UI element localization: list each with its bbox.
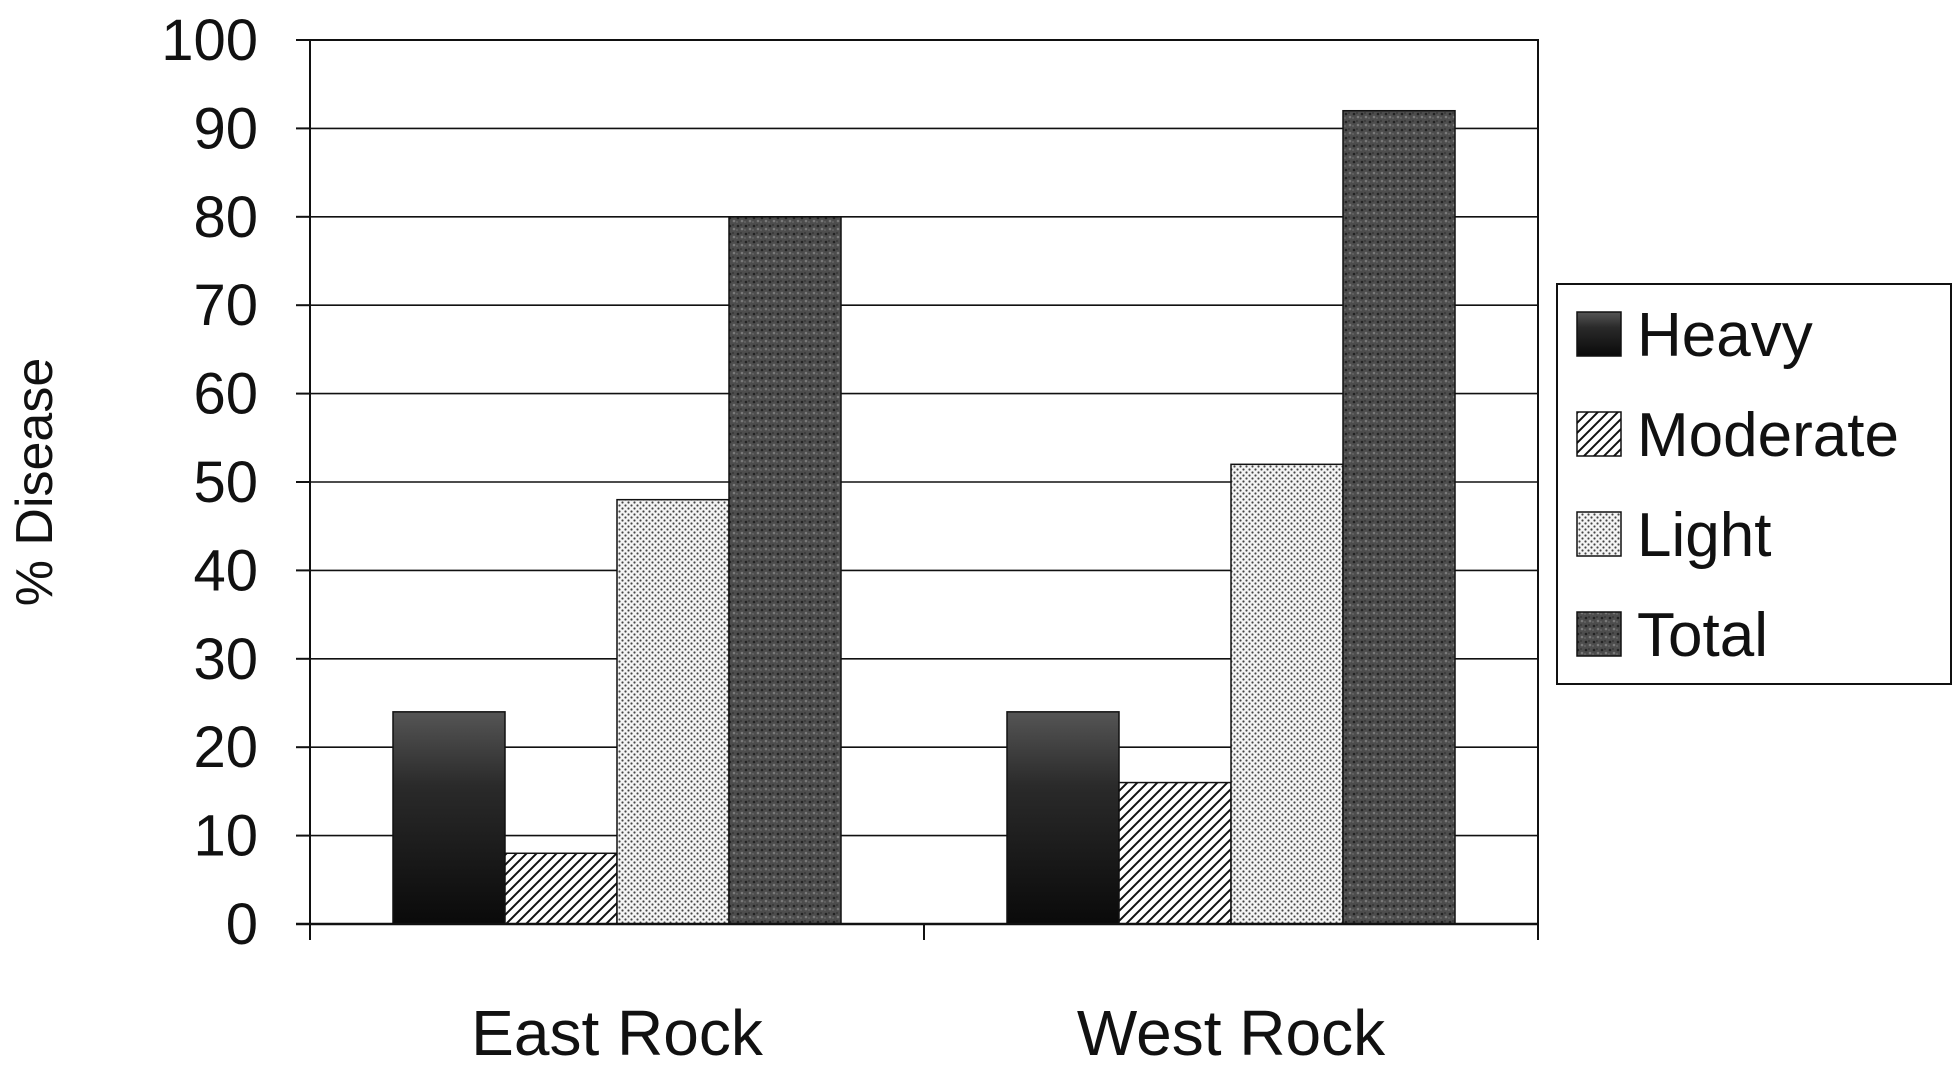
bar-light-0 — [616, 498, 730, 925]
legend-label-moderate: Moderate — [1637, 401, 1899, 470]
y-tick-label: 80 — [193, 185, 258, 250]
y-tick-label: 60 — [193, 362, 258, 427]
y-tick-label: 100 — [161, 8, 258, 73]
legend: Heavy Moderate Light Total — [1556, 283, 1952, 685]
y-tick-label: 70 — [193, 273, 258, 338]
bar-total-1 — [1342, 109, 1456, 925]
bar-moderate-1 — [1118, 781, 1232, 925]
y-axis-label: % Disease — [6, 358, 64, 607]
bar-heavy-0 — [392, 711, 506, 925]
y-tick-label: 10 — [193, 804, 258, 869]
legend-swatch-heavy — [1576, 311, 1622, 357]
y-tick-label: 20 — [193, 715, 258, 780]
x-category-label: West Rock — [1077, 997, 1386, 1063]
legend-box — [1556, 283, 1952, 685]
legend-swatch-total — [1576, 611, 1622, 657]
y-tick-label: 90 — [193, 96, 258, 161]
legend-label-light: Light — [1637, 501, 1771, 570]
y-tick-label: 50 — [193, 450, 258, 515]
bar-light-1 — [1230, 463, 1344, 925]
bars-layer — [392, 109, 1456, 925]
bar-heavy-1 — [1006, 711, 1120, 925]
bar-moderate-0 — [504, 852, 618, 925]
legend-label-total: Total — [1637, 601, 1768, 670]
y-tick-label: 0 — [226, 892, 258, 957]
axis-layer: 0 10 20 30 40 50 60 70 80 90 100 East Rock West Rock — [161, 8, 1539, 1068]
legend-swatch-moderate — [1576, 411, 1622, 457]
bar-total-0 — [728, 216, 842, 925]
legend-label-heavy: Heavy — [1637, 301, 1813, 370]
legend-swatch-light — [1576, 511, 1622, 557]
y-tick-label: 30 — [193, 627, 258, 692]
y-tick-label: 40 — [193, 538, 258, 603]
x-category-label: East Rock — [471, 997, 764, 1063]
